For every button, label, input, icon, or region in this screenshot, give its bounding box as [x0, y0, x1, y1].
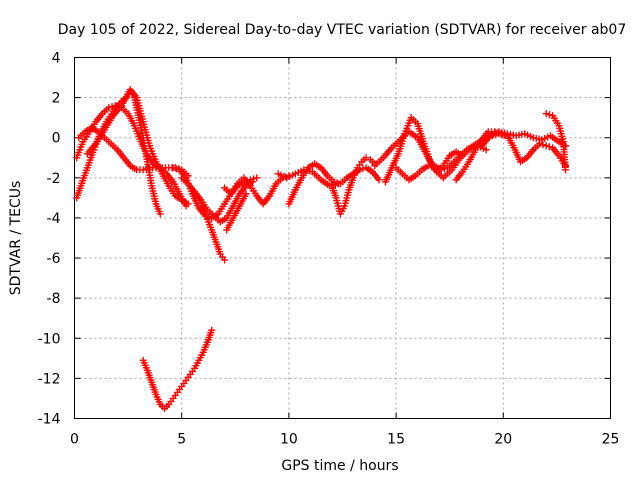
data-point: [253, 174, 261, 182]
x-tick-label: 15: [387, 432, 405, 448]
data-point: [536, 140, 544, 148]
data-point: [545, 143, 553, 151]
data-point: [242, 190, 250, 198]
data-point: [221, 256, 229, 264]
series-arc-7: [195, 194, 229, 264]
series-arc-19: [139, 326, 216, 412]
data-point: [482, 146, 490, 154]
data-point: [362, 154, 370, 162]
grid-lines: [74, 57, 611, 419]
data-point: [561, 166, 569, 174]
y-tick-label: -6: [47, 251, 61, 267]
x-tick-label: 0: [70, 432, 79, 448]
series-arc-10: [285, 160, 383, 208]
data-point: [111, 102, 119, 110]
series-arc-8: [221, 172, 293, 208]
data-point: [539, 141, 547, 149]
y-tick-label: -2: [47, 171, 61, 187]
series-arc-17: [478, 128, 569, 150]
data-point: [108, 103, 116, 111]
data-point: [172, 165, 180, 173]
data-point: [139, 166, 147, 174]
data-point: [184, 200, 192, 208]
data-point: [375, 176, 383, 184]
data-point: [542, 142, 550, 150]
series-layer: [73, 86, 569, 412]
x-tick-label: 25: [602, 432, 620, 448]
y-tick-label: -12: [38, 371, 61, 387]
series-arc-18: [542, 110, 569, 174]
x-tick-label: 20: [494, 432, 512, 448]
data-point: [208, 326, 216, 334]
y-tick-label: -10: [38, 331, 61, 347]
y-tick-labels: -14 -12 -10 -8 -6 -4 -2 0 2 4: [38, 51, 61, 428]
x-tick-label: 10: [280, 432, 298, 448]
data-point: [440, 165, 448, 173]
y-tick-label: 4: [52, 51, 61, 67]
chart-title: Day 105 of 2022, Sidereal Day-to-day VTE…: [58, 22, 627, 38]
y-tick-label: -4: [47, 211, 61, 227]
series-arc-12: [328, 154, 379, 218]
data-point: [156, 210, 164, 218]
y-tick-label: 2: [52, 91, 61, 107]
x-tick-label: 5: [177, 432, 186, 448]
data-point: [542, 110, 550, 118]
data-point: [545, 111, 553, 119]
x-tick-labels: 0 5 10 15 20 25: [70, 432, 619, 448]
tick-marks: [74, 57, 611, 419]
series-arc-9: [223, 190, 250, 234]
y-axis-label: SDTVAR / TECUs: [8, 181, 24, 296]
data-point: [169, 164, 177, 172]
data-point: [105, 104, 113, 112]
data-point: [437, 166, 445, 174]
series-arc-4: [83, 86, 192, 208]
x-axis-label: GPS time / hours: [281, 458, 398, 474]
y-tick-label: -14: [38, 412, 61, 428]
data-point: [334, 180, 342, 188]
y-tick-label: 0: [52, 131, 61, 147]
plot-frame: [74, 57, 611, 419]
y-tick-label: -8: [47, 291, 61, 307]
data-point: [142, 165, 150, 173]
